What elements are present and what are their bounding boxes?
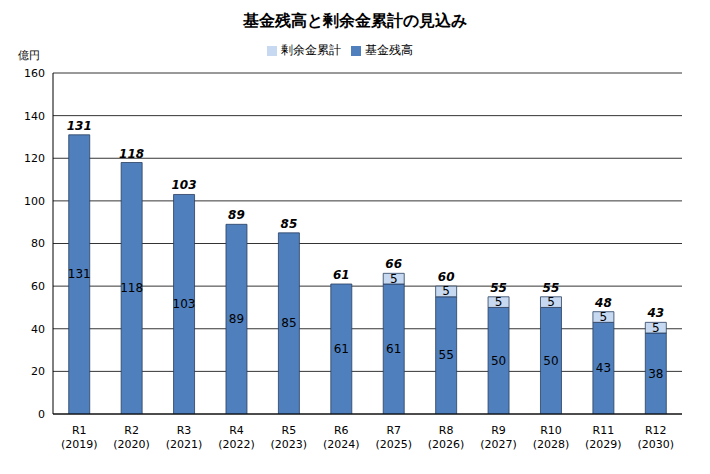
- svg-text:60: 60: [31, 280, 45, 293]
- html-text:基金残高と剰余金累計の見込み: 基金残高と剰余金累計の見込み: [243, 11, 467, 30]
- svg-text:5: 5: [495, 295, 503, 309]
- svg-text:160: 160: [24, 67, 45, 80]
- svg-text:R2(2020): R2(2020): [113, 424, 150, 451]
- svg-text:55: 55: [490, 281, 507, 295]
- svg-text:89: 89: [229, 312, 244, 326]
- svg-text:R12(2030): R12(2030): [638, 424, 675, 451]
- svg-text:R8(2026): R8(2026): [428, 424, 465, 451]
- svg-text:R6(2024): R6(2024): [323, 424, 360, 451]
- svg-text:120: 120: [24, 152, 45, 165]
- svg-text:80: 80: [31, 237, 45, 250]
- svg-text:R5(2023): R5(2023): [271, 424, 308, 451]
- svg-text:89: 89: [228, 208, 245, 222]
- svg-text:38: 38: [648, 367, 663, 381]
- svg-text:48: 48: [594, 296, 612, 310]
- svg-text:85: 85: [281, 316, 296, 330]
- svg-text:118: 118: [119, 147, 144, 161]
- svg-text:140: 140: [24, 110, 45, 123]
- svg-text:R1(2019): R1(2019): [61, 424, 98, 451]
- svg-text:100: 100: [24, 195, 45, 208]
- svg-text:61: 61: [333, 268, 350, 282]
- svg-text:5: 5: [547, 295, 555, 309]
- svg-text:43: 43: [646, 306, 664, 320]
- svg-text:R10(2028): R10(2028): [533, 424, 570, 451]
- svg-text:118: 118: [120, 281, 143, 295]
- svg-text:103: 103: [172, 178, 197, 192]
- svg-text:50: 50: [543, 354, 558, 368]
- svg-text:55: 55: [439, 348, 454, 362]
- svg-text:60: 60: [438, 270, 455, 284]
- svg-text:131: 131: [67, 119, 92, 133]
- svg-text:66: 66: [385, 257, 402, 271]
- svg-text:43: 43: [596, 361, 611, 375]
- svg-text:5: 5: [442, 284, 450, 298]
- svg-text:131: 131: [68, 267, 91, 281]
- svg-text:R3(2021): R3(2021): [166, 424, 203, 451]
- svg-text:61: 61: [386, 342, 401, 356]
- svg-text:5: 5: [390, 272, 398, 286]
- svg-text:55: 55: [543, 281, 560, 295]
- svg-text:R9(2027): R9(2027): [480, 424, 517, 451]
- svg-text:5: 5: [652, 321, 660, 335]
- svg-text:R7(2025): R7(2025): [375, 424, 412, 451]
- svg-text:40: 40: [31, 323, 45, 336]
- svg-text:20: 20: [31, 365, 45, 378]
- svg-text:R4(2022): R4(2022): [218, 424, 255, 451]
- svg-text:85: 85: [281, 217, 298, 231]
- svg-text:5: 5: [600, 310, 608, 324]
- html-text:億円: 億円: [18, 49, 40, 62]
- svg-text:R11(2029): R11(2029): [585, 424, 622, 451]
- html-text:基金残高: 基金残高: [365, 43, 413, 57]
- svg-text:0: 0: [38, 408, 45, 421]
- html-text:剰余金累計: 剰余金累計: [281, 43, 341, 57]
- svg-text:103: 103: [173, 297, 196, 311]
- svg-text:50: 50: [491, 354, 506, 368]
- svg-text:61: 61: [334, 342, 349, 356]
